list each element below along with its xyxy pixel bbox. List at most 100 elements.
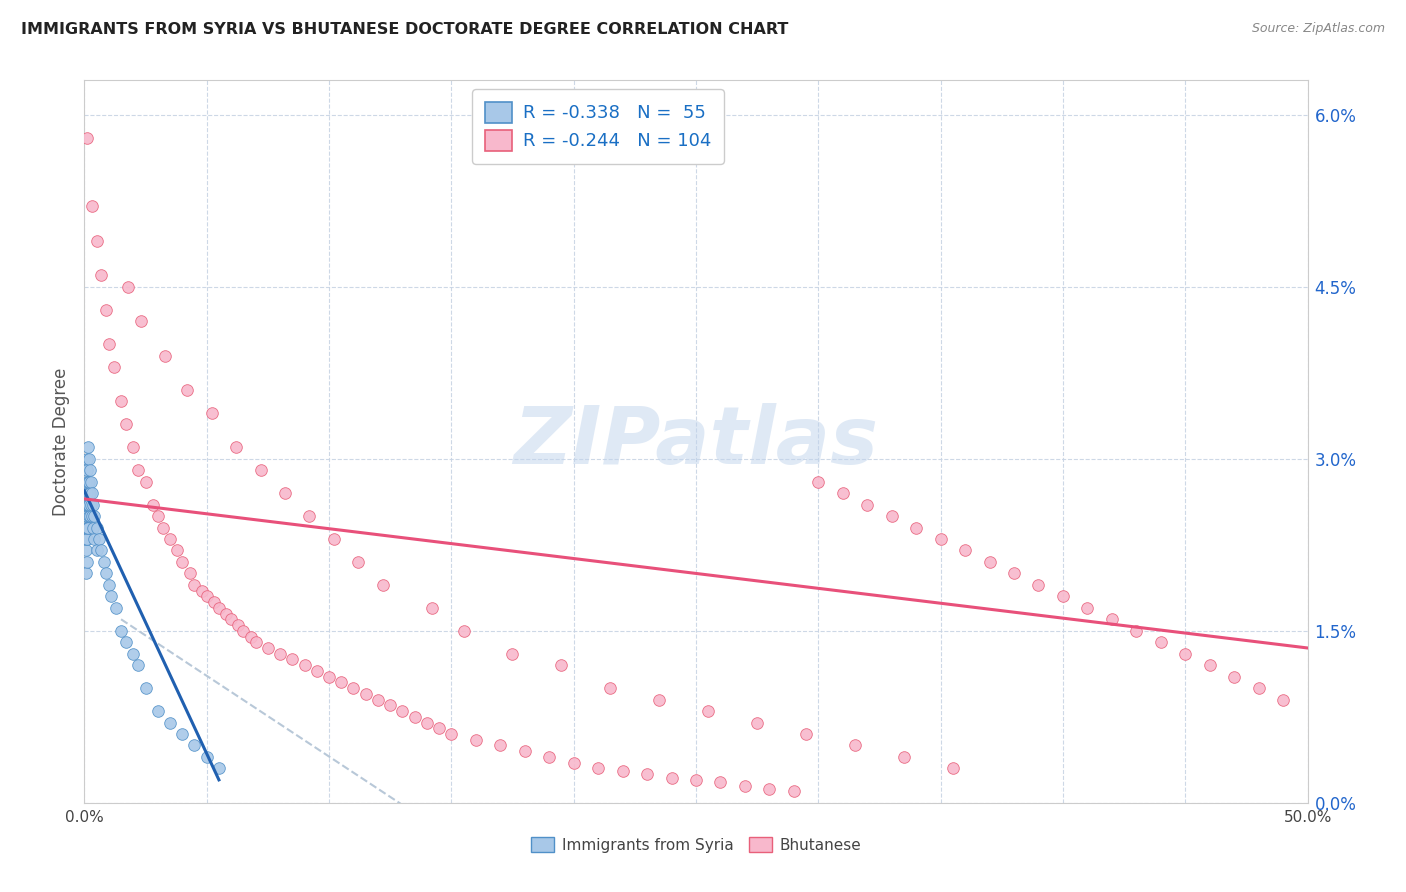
Point (636, 767, 658, 781)
Point (93, 555, 115, 569)
Point (76, 520, 98, 534)
Point (783, 784, 806, 798)
Point (342, 681, 364, 695)
Point (80, 498, 103, 512)
Point (844, 739, 866, 753)
Point (146, 509, 169, 524)
Point (232, 624, 254, 638)
Point (75, 475, 97, 489)
Point (76, 498, 98, 512)
Point (90, 268, 112, 283)
Point (599, 681, 621, 695)
Point (183, 578, 205, 592)
Point (685, 772, 707, 787)
Point (115, 417, 138, 432)
Point (391, 704, 413, 718)
Point (76, 555, 98, 569)
Point (191, 583, 214, 598)
Point (83, 509, 105, 524)
Point (228, 618, 250, 632)
Point (1150, 635, 1173, 649)
Text: ZIPatlas: ZIPatlas (513, 402, 879, 481)
Point (127, 658, 149, 673)
Point (318, 670, 340, 684)
Point (1247, 681, 1270, 695)
Point (208, 761, 231, 775)
Point (1125, 624, 1147, 638)
Point (75, 520, 97, 534)
Point (75, 509, 97, 524)
Point (1101, 612, 1123, 626)
Point (747, 715, 769, 730)
Point (77, 475, 100, 489)
Point (77, 498, 100, 512)
Point (82, 498, 104, 512)
Point (322, 532, 344, 546)
Point (77, 440, 100, 454)
Point (77, 498, 100, 512)
Point (979, 555, 1001, 569)
Point (440, 727, 463, 741)
Point (294, 658, 316, 673)
Point (208, 600, 231, 615)
Point (105, 600, 128, 615)
Point (298, 509, 321, 524)
Point (562, 756, 585, 770)
Y-axis label: Doctorate Degree: Doctorate Degree (52, 368, 70, 516)
Point (79, 509, 101, 524)
Point (166, 543, 188, 558)
Text: IMMIGRANTS FROM SYRIA VS BHUTANESE DOCTORATE DEGREE CORRELATION CHART: IMMIGRANTS FROM SYRIA VS BHUTANESE DOCTO… (21, 22, 789, 37)
Point (416, 715, 439, 730)
Point (856, 498, 879, 512)
Point (648, 692, 671, 706)
Point (697, 704, 720, 718)
Point (122, 440, 145, 454)
Point (97, 578, 120, 592)
Point (550, 658, 572, 673)
Point (1174, 647, 1197, 661)
Point (172, 555, 194, 569)
Point (1223, 670, 1246, 684)
Point (76, 532, 98, 546)
Point (77, 520, 100, 534)
Point (195, 590, 218, 604)
Point (1028, 578, 1050, 592)
Point (77, 475, 100, 489)
Point (249, 463, 271, 477)
Point (880, 509, 903, 524)
Point (942, 761, 965, 775)
Point (794, 727, 817, 741)
Point (734, 779, 756, 793)
Point (239, 630, 262, 644)
Point (96, 302, 118, 317)
Point (758, 782, 780, 797)
Point (75, 532, 97, 546)
Point (464, 732, 486, 747)
Point (86, 520, 108, 534)
Point (76, 463, 98, 477)
Point (179, 566, 201, 581)
Point (1272, 692, 1295, 706)
Point (80, 486, 103, 500)
Point (371, 578, 394, 592)
Point (219, 612, 242, 626)
Point (77, 509, 100, 524)
Point (75, 543, 97, 558)
Point (1198, 658, 1220, 673)
Point (420, 600, 443, 615)
Point (281, 652, 304, 666)
Point (96, 566, 118, 581)
Point (305, 664, 328, 678)
Point (905, 520, 928, 534)
Point (807, 475, 830, 489)
Point (129, 314, 152, 328)
Point (80, 199, 103, 213)
Point (404, 710, 426, 724)
Point (153, 349, 176, 363)
Point (76, 509, 98, 524)
Point (427, 721, 450, 735)
Point (453, 624, 475, 638)
Point (100, 590, 122, 604)
Point (661, 771, 683, 785)
Text: Source: ZipAtlas.com: Source: ZipAtlas.com (1251, 22, 1385, 36)
